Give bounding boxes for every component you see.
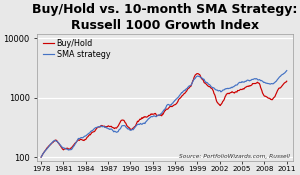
Buy/Hold [285,80,289,82]
SMA strategy [285,69,289,72]
Buy/Hold [123,120,126,122]
Buy/Hold [129,128,132,131]
Title: Buy/Hold vs. 10-month SMA Strategy:
Russell 1000 Growth Index: Buy/Hold vs. 10-month SMA Strategy: Russ… [32,4,298,33]
Buy/Hold [195,73,199,75]
Line: SMA strategy: SMA strategy [41,71,287,157]
Buy/Hold [39,156,43,158]
SMA strategy [39,156,43,158]
Buy/Hold [56,140,59,142]
SMA strategy [129,129,132,131]
Buy/Hold [249,85,253,87]
Legend: Buy/Hold, SMA strategy: Buy/Hold, SMA strategy [41,38,112,61]
SMA strategy [123,125,126,127]
Buy/Hold [217,103,221,105]
Text: Source: PortfolioWizards.com, Russell: Source: PortfolioWizards.com, Russell [179,154,290,159]
Line: Buy/Hold: Buy/Hold [41,74,287,157]
SMA strategy [217,90,220,92]
Buy/Hold [280,85,284,87]
SMA strategy [279,74,283,76]
SMA strategy [56,141,59,143]
SMA strategy [248,79,252,82]
